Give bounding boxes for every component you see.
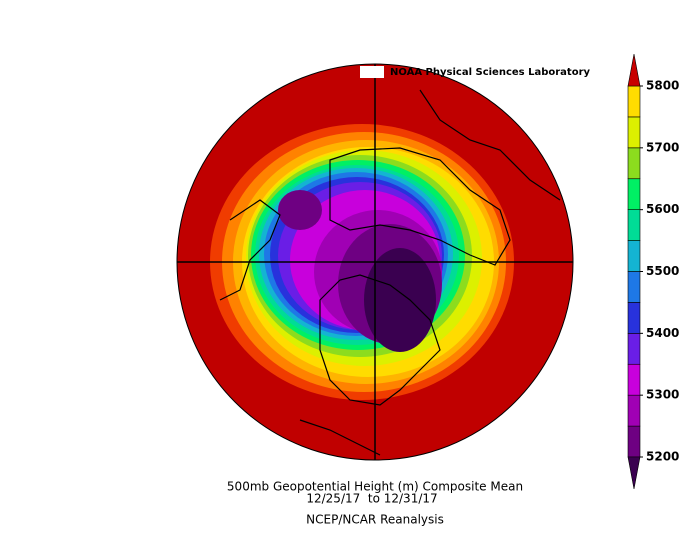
contour-fill	[364, 248, 436, 352]
source-label: NOAA Physical Sciences Laboratory	[390, 67, 591, 78]
colorbar-band	[627, 363, 641, 396]
colorbar-band	[627, 240, 641, 272]
colorbar-band	[627, 425, 641, 458]
colorbar-label: 5200	[646, 450, 679, 464]
map-border	[176, 63, 574, 461]
contour-fill	[278, 190, 322, 230]
colorbar-band	[627, 147, 641, 180]
colorbar-band	[627, 333, 641, 365]
height-field	[177, 64, 573, 460]
colorbar-over	[627, 53, 641, 87]
colorbar-under	[627, 456, 641, 490]
caption: NCEP/NCAR Reanalysis	[306, 513, 444, 527]
colorbar-label: 5500	[646, 264, 679, 278]
colorbar-band	[627, 209, 641, 241]
colorbar-band	[627, 85, 641, 118]
coastlines	[219, 89, 561, 456]
colorbar-label: 5800	[646, 79, 679, 93]
colorbar-label: 5400	[646, 326, 679, 340]
colorbar: 5200 5300 5400 5500 5600 5700 5800	[627, 53, 679, 490]
colorbar-label: 5700	[646, 140, 679, 154]
colorbar-band	[627, 302, 641, 334]
caption: 500mb Geopotential Height (m) Composite …	[227, 480, 523, 494]
colorbar-label: 5300	[646, 388, 679, 402]
colorbar-band	[627, 394, 641, 427]
colorbar-band	[627, 271, 641, 303]
colorbar-label: 5600	[646, 202, 679, 216]
colorbar-band	[627, 116, 641, 149]
label-box	[360, 66, 384, 78]
colorbar-band	[627, 178, 641, 210]
caption: 12/25/17 to 12/31/17	[306, 492, 437, 506]
